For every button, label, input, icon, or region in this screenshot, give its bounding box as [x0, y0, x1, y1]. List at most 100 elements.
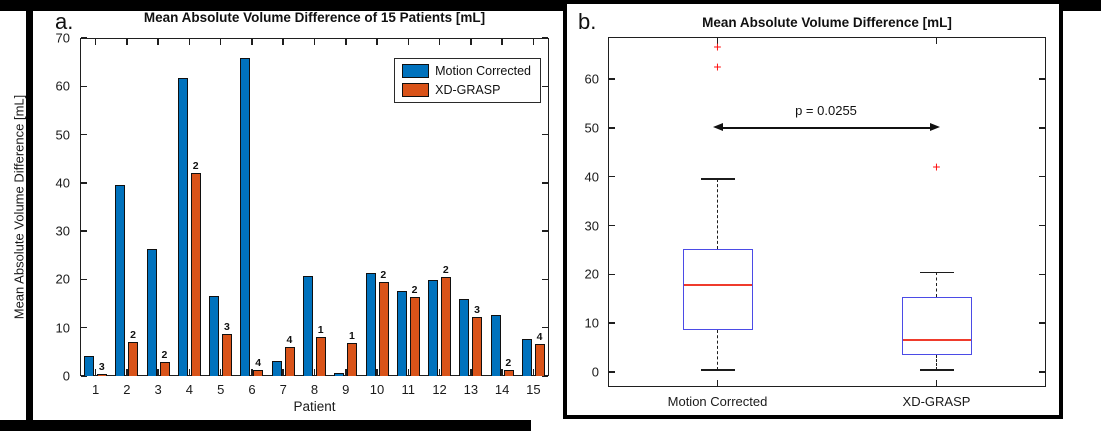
p-value-annotation: p = 0.0255: [795, 103, 857, 118]
y-axis-tick: [1039, 322, 1045, 324]
x-axis-tick-label: 4: [185, 382, 194, 397]
upper-whisker-xd-grasp: [935, 272, 937, 298]
y-axis-tick: [609, 273, 615, 276]
y-axis-tick-label: 70: [55, 30, 70, 46]
x-axis-tick-label: 3: [154, 382, 162, 397]
y-axis-tick: [81, 375, 87, 377]
x-axis-tick: [716, 380, 719, 386]
bar-count-label: 2: [411, 284, 418, 297]
x-axis-tick: [219, 369, 222, 375]
x-axis-tick: [532, 39, 535, 45]
outlier-marker-xd-grasp: +: [932, 158, 941, 175]
y-axis-tick-label: 20: [584, 266, 599, 282]
median-line-motion-corrected: [683, 283, 752, 286]
y-axis-tick-label: 40: [584, 169, 599, 185]
bar-count-label: 3: [474, 303, 480, 316]
x-axis-tick: [313, 369, 316, 375]
y-axis-tick: [542, 85, 548, 88]
x-axis-tick-label: 5: [217, 382, 225, 397]
bar-xd-grasp-patient-14: [503, 370, 514, 376]
bar-xd-grasp-patient-2: [128, 342, 139, 376]
upper-whisker-motion-corrected: [716, 179, 718, 249]
x-axis-tick: [935, 380, 938, 386]
y-axis-tick: [609, 224, 615, 227]
y-axis-tick: [1039, 175, 1045, 178]
y-axis-tick: [542, 326, 548, 329]
bar-count-label: 3: [223, 320, 230, 333]
x-axis-tick: [345, 369, 347, 375]
y-axis-tick-label: 0: [591, 364, 599, 380]
x-axis-tick-label: 8: [310, 382, 319, 397]
x-axis-tick-label: 13: [463, 382, 479, 397]
y-axis-tick: [1039, 78, 1045, 80]
y-axis-tick-label: 60: [584, 71, 599, 87]
lower-whisker-xd-grasp: [935, 355, 937, 371]
bar-xd-grasp-patient-8: [316, 337, 326, 376]
y-axis-tick: [609, 175, 615, 178]
y-axis-tick: [81, 37, 87, 39]
x-axis-tick: [532, 369, 535, 375]
outlier-marker-motion-corrected: +: [713, 38, 722, 55]
median-line-xd-grasp: [902, 339, 971, 342]
x-axis-tick: [470, 39, 472, 45]
bar-xd-grasp-patient-10: [378, 281, 389, 376]
lower-whisker-motion-corrected: [716, 330, 718, 371]
y-axis-tick-label: 60: [55, 78, 70, 94]
box-category-label-motion-corrected: Motion Corrected: [667, 394, 768, 409]
x-axis-tick-label: 7: [279, 382, 287, 397]
x-axis-tick: [470, 369, 472, 375]
y-axis-tick: [609, 78, 615, 80]
x-axis-tick: [251, 39, 253, 45]
y-axis-tick: [1039, 224, 1045, 227]
bar-count-label: 2: [442, 264, 449, 277]
x-axis-tick: [935, 38, 938, 44]
bar-xd-grasp-patient-7: [284, 346, 295, 376]
y-axis-tick: [609, 371, 615, 373]
y-axis-tick: [542, 182, 548, 184]
bar-count-label: 3: [98, 360, 105, 373]
legend-entry-motion-corrected: Motion Corrected: [402, 64, 531, 78]
x-axis-tick: [126, 369, 128, 375]
bar-motion-corrected-patient-8: [303, 275, 313, 376]
y-axis-tick-label: 10: [584, 315, 599, 331]
y-axis-tick-label: 50: [55, 127, 70, 143]
x-axis-tick-label: 10: [369, 382, 385, 397]
y-axis-tick-label: 40: [55, 175, 70, 191]
bar-motion-corrected-patient-9: [334, 373, 345, 376]
x-axis-tick: [126, 39, 128, 45]
bar-motion-corrected-patient-6: [240, 58, 251, 376]
y-axis-tick: [609, 322, 615, 324]
bar-count-label: 4: [536, 331, 543, 344]
x-axis-tick: [219, 39, 222, 45]
x-axis-tick-label: 15: [526, 382, 541, 397]
arrow-head-left: [712, 122, 723, 131]
x-axis-tick: [438, 369, 441, 375]
y-axis-tick: [81, 326, 87, 329]
bar-motion-corrected-patient-1: [84, 356, 95, 376]
left-border-bar: [26, 11, 33, 420]
x-axis-tick: [438, 39, 441, 45]
iqr-box-motion-corrected: [682, 248, 753, 330]
bar-motion-corrected-patient-10: [365, 273, 376, 376]
bar-xd-grasp-patient-9: [347, 342, 358, 376]
y-axis-tick: [81, 278, 87, 281]
x-axis-tick: [94, 369, 97, 375]
legend-swatch-orange: [402, 83, 430, 97]
bar-xd-grasp-patient-5: [222, 333, 233, 376]
x-axis-tick: [188, 369, 191, 375]
bar-motion-corrected-patient-11: [396, 290, 407, 376]
y-axis-tick: [81, 182, 87, 184]
legend-label: XD-GRASP: [435, 83, 501, 97]
x-axis-tick: [282, 39, 284, 45]
bar-count-label: 2: [192, 160, 199, 173]
x-axis-tick: [501, 369, 503, 375]
x-axis-tick-label: 14: [494, 382, 510, 397]
bar-motion-corrected-patient-2: [115, 185, 126, 376]
y-axis-tick-label: 20: [55, 271, 70, 287]
iqr-box-xd-grasp: [901, 297, 972, 356]
bar-count-label: 2: [505, 357, 512, 370]
y-axis-tick: [542, 37, 548, 39]
bar-count-label: 4: [286, 333, 293, 346]
bar-xd-grasp-patient-15: [534, 344, 545, 376]
